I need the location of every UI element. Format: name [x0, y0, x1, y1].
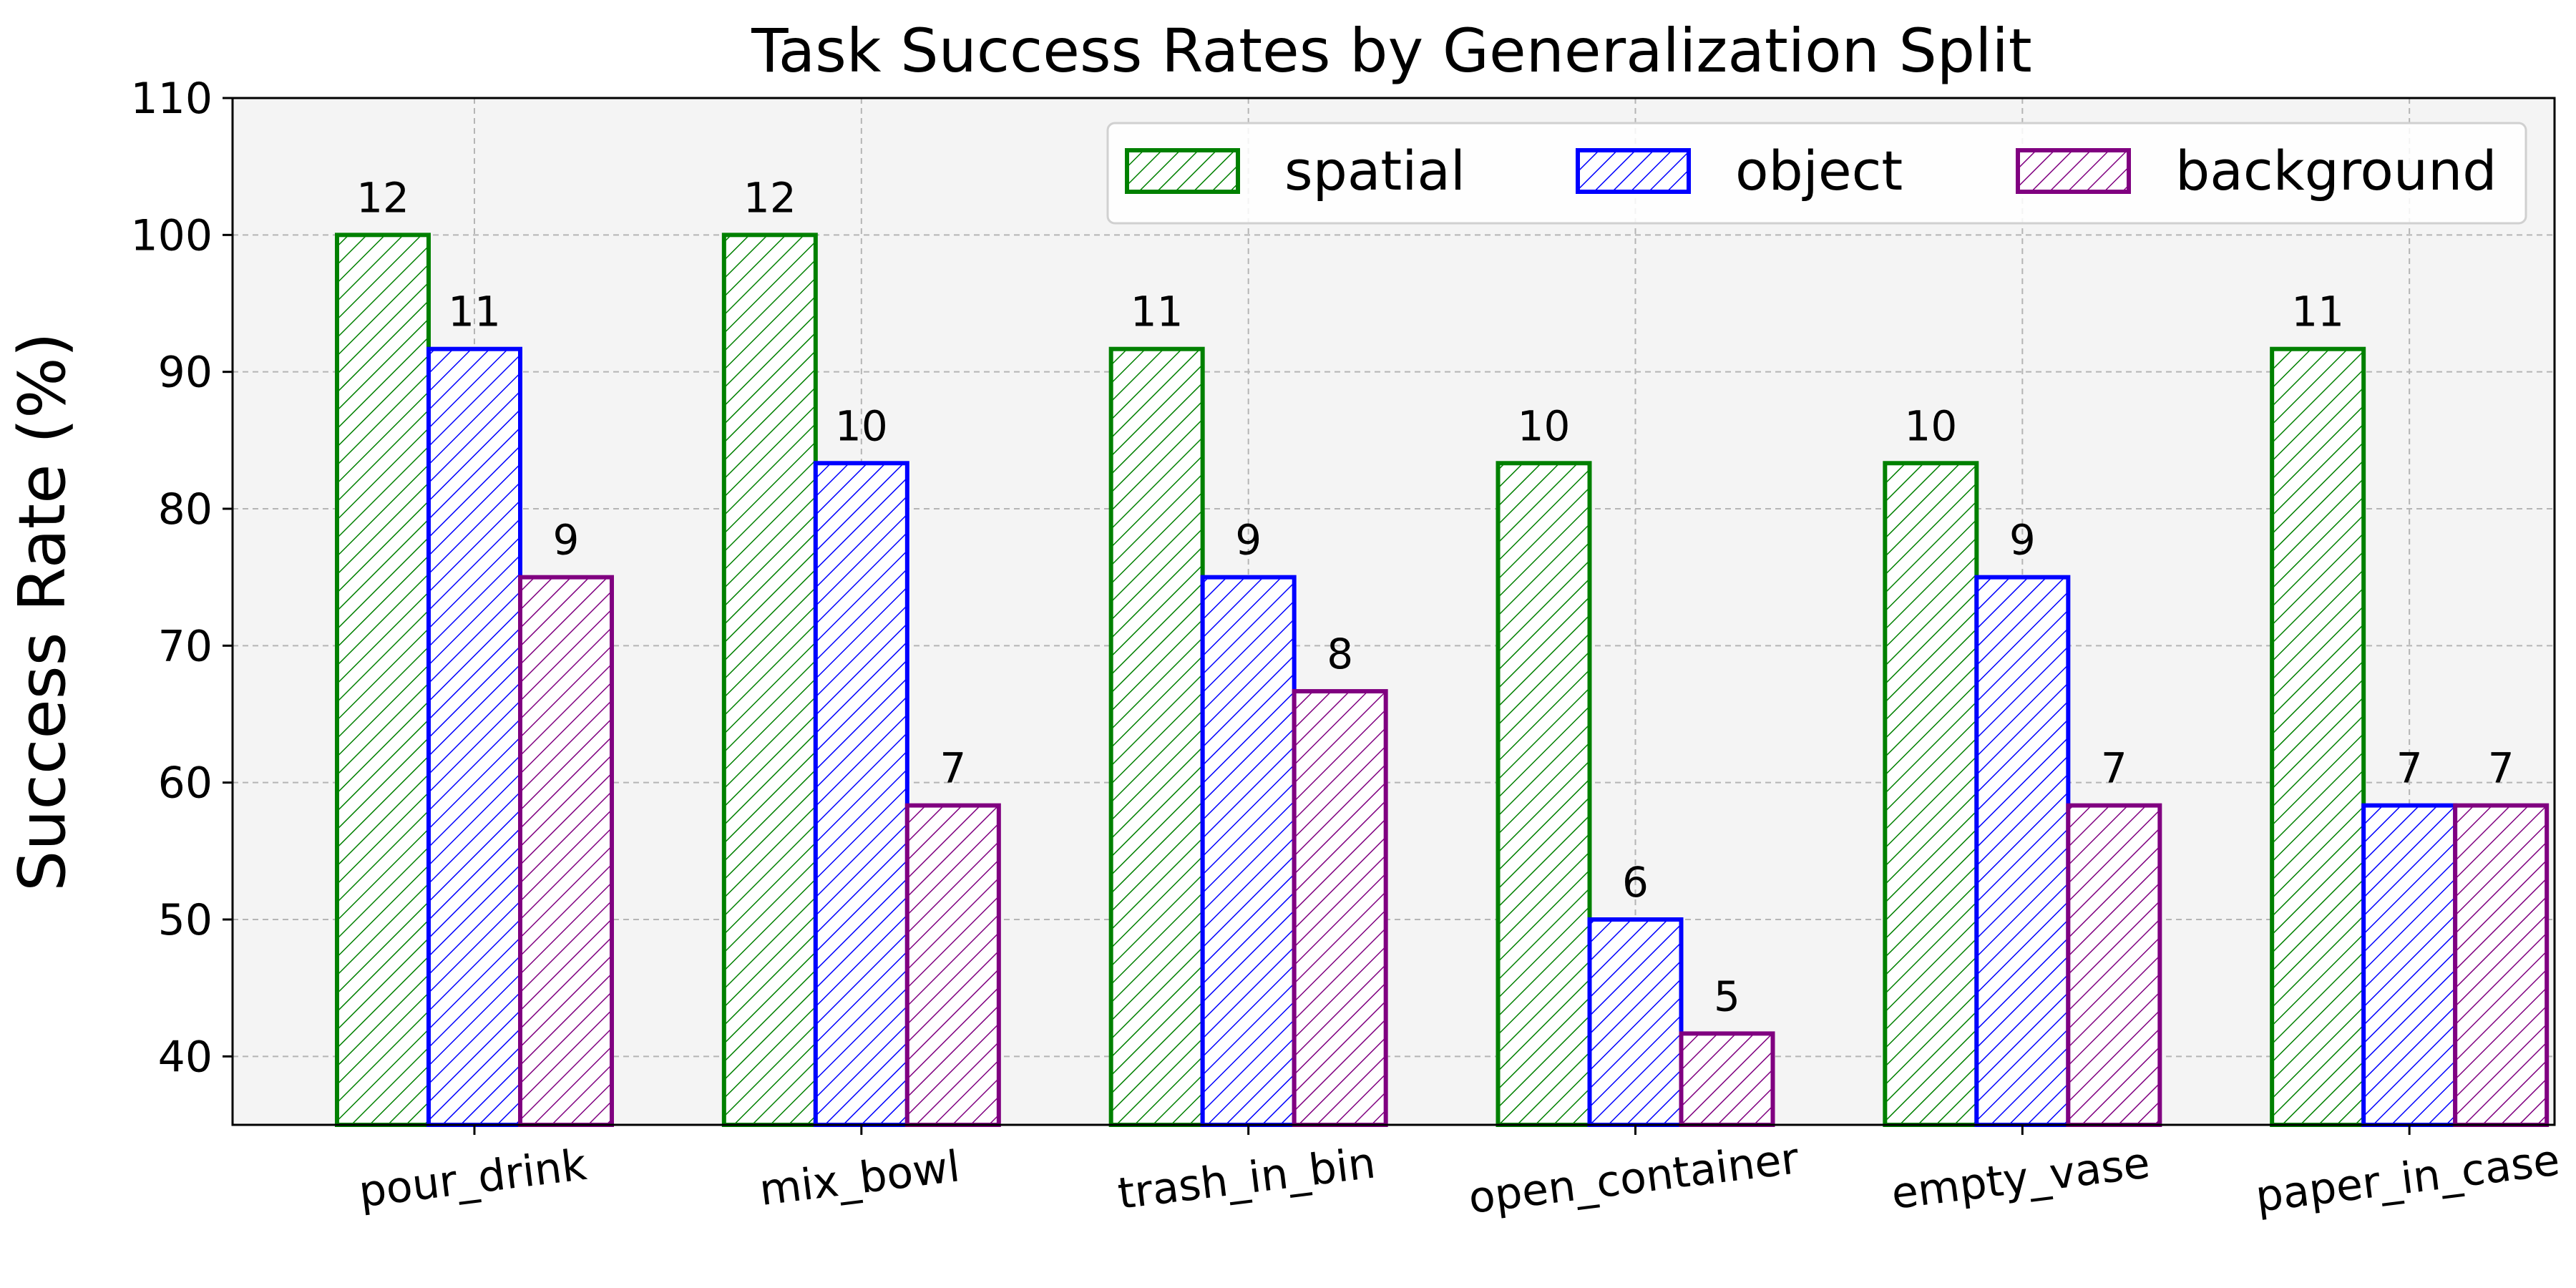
- legend-swatch-background: [2016, 148, 2131, 194]
- bar-value-label: 12: [743, 173, 796, 222]
- x-tick-label: open_container: [1466, 1133, 1802, 1224]
- x-tick-label: pour_drink: [356, 1140, 590, 1217]
- bar-value-label: 7: [2396, 744, 2423, 793]
- x-axis: pour_drink mix_bowl trash_in_bin open_conta…: [356, 1125, 2562, 1224]
- bar-spatial: [2270, 346, 2366, 1127]
- x-tick-label: mix_bowl: [757, 1141, 963, 1216]
- bar-value-label: 10: [1904, 401, 1957, 450]
- bar-value-label: 9: [1235, 516, 1262, 565]
- legend-swatch-object: [1576, 148, 1691, 194]
- plot-area: [233, 98, 2555, 1125]
- bar-background: [1679, 1031, 1775, 1127]
- legend-label-background: background: [2175, 139, 2497, 203]
- bar-spatial: [1883, 461, 1979, 1127]
- bar-background: [518, 575, 614, 1127]
- legend: spatial object background: [1106, 122, 2527, 225]
- y-tick-label: 50: [158, 895, 213, 945]
- bar-object: [1200, 575, 1297, 1127]
- bar-value-label: 12: [356, 173, 409, 222]
- legend-box: [1106, 122, 2527, 225]
- bar-object: [2361, 803, 2458, 1128]
- bar-object: [426, 346, 522, 1127]
- bar-value-label: 9: [553, 516, 580, 565]
- bar-background: [1292, 689, 1388, 1127]
- y-tick-label: 110: [130, 74, 213, 124]
- bars: [335, 233, 2550, 1128]
- bar-object: [1587, 917, 1684, 1127]
- bar-value-label: 11: [448, 288, 501, 336]
- bar-value-label: 7: [2101, 744, 2127, 793]
- x-tick-label: empty_vase: [1889, 1138, 2153, 1219]
- bar-background: [2066, 803, 2162, 1128]
- y-axis-label: Success Rate (%): [5, 332, 80, 892]
- bar-background: [2453, 803, 2550, 1128]
- bar-labels: 12 12 11 10 10 11 11 10 9 6 9 7 9 7 8 5 7 7: [356, 173, 2514, 1020]
- y-axis: 40 50 60 70 80 90 100 110: [130, 74, 233, 1082]
- bar-object: [1974, 575, 2071, 1127]
- bar-value-label: 11: [2291, 288, 2344, 336]
- bar-value-label: 11: [1131, 288, 1184, 336]
- legend-swatch-spatial: [1125, 148, 1240, 194]
- y-tick-label: 90: [158, 348, 213, 398]
- chart-title: Task Success Rates by Generalization Spl…: [751, 16, 2031, 86]
- y-tick-label: 40: [158, 1032, 213, 1082]
- bar-value-label: 10: [1518, 401, 1571, 450]
- bar-object: [813, 461, 909, 1127]
- plot-frame: [231, 97, 2556, 1126]
- bar-spatial: [721, 233, 818, 1127]
- bar-value-label: 7: [940, 744, 966, 793]
- bar-value-label: 8: [1327, 630, 1353, 678]
- bar-spatial: [335, 233, 431, 1127]
- y-tick-label: 100: [130, 210, 213, 260]
- legend-label-spatial: spatial: [1284, 139, 1465, 203]
- bar-value-label: 10: [835, 401, 888, 450]
- bar-spatial: [1496, 461, 1592, 1127]
- y-tick-label: 70: [158, 621, 213, 671]
- bar-value-label: 6: [1622, 858, 1649, 907]
- x-tick-label: trash_in_bin: [1115, 1138, 1378, 1219]
- bar-spatial: [1108, 346, 1205, 1127]
- bar-value-label: 7: [2488, 744, 2514, 793]
- y-tick-label: 60: [158, 758, 213, 809]
- x-tick-label: paper_in_case: [2253, 1135, 2562, 1222]
- bar-value-label: 9: [2009, 516, 2036, 565]
- y-tick-label: 80: [158, 484, 213, 535]
- bar-background: [904, 803, 1001, 1128]
- legend-label-object: object: [1735, 139, 1903, 203]
- bar-value-label: 5: [1714, 972, 1740, 1020]
